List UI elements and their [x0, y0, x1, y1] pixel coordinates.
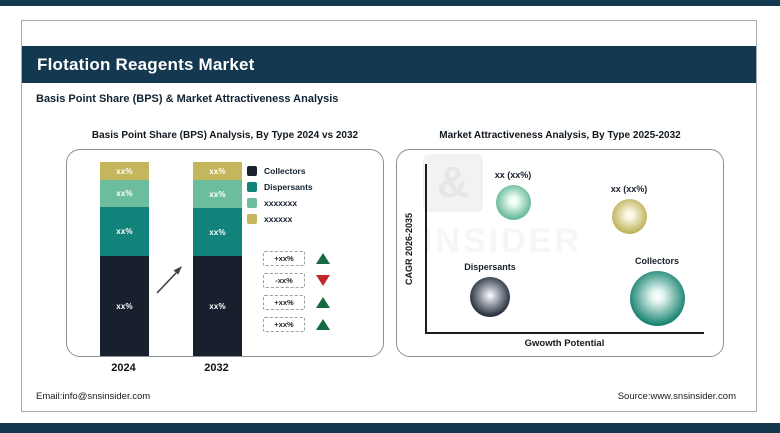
- bar-segment-value: xx%: [209, 227, 226, 237]
- top-accent-strip: [0, 0, 780, 6]
- bubble-collectors: [629, 270, 685, 326]
- triangle-up-icon: [316, 297, 330, 308]
- bar-segment-xxxxxx: xx%: [193, 162, 242, 180]
- bubble-xxxx: [611, 198, 647, 234]
- bar-segment-dispersants: xx%: [100, 207, 149, 256]
- bps-chart: Basis Point Share (BPS) Analysis, By Typ…: [66, 127, 384, 380]
- category-label-2032: 2032: [204, 362, 229, 374]
- bar-segment-collectors: xx%: [193, 256, 242, 356]
- bps-legend: Collectors Dispersants xxxxxxx xxxxxx: [247, 166, 313, 224]
- x-axis-label: Gwowth Potential: [524, 338, 605, 349]
- bps-panel: xx% xx% xx% xx% xx% xx% xx% xx% Collectors Dispe…: [66, 149, 384, 357]
- delta-value: +xx%: [263, 295, 305, 310]
- delta-value: +xx%: [263, 251, 305, 266]
- bar-segment-value: xx%: [209, 189, 226, 199]
- attractiveness-chart-title: Market Attractiveness Analysis, By Type …: [439, 130, 681, 141]
- y-axis-label: CAGR 2026-2035: [404, 212, 414, 286]
- bar-segment-value: xx%: [116, 227, 133, 236]
- plot-axes: [425, 164, 704, 334]
- legend-label: Collectors: [264, 166, 306, 176]
- page-title: Flotation Reagents Market: [37, 54, 255, 74]
- triangle-down-icon: [316, 275, 330, 286]
- bar-segment-value: xx%: [116, 301, 133, 311]
- legend-swatch-icon: [247, 166, 257, 176]
- legend-item-xxxxxx: xxxxxx: [247, 214, 313, 224]
- bps-delta-list: +xx% -xx% +xx% +xx%: [263, 251, 330, 332]
- bottom-accent-strip: [0, 423, 780, 433]
- triangle-up-icon: [316, 253, 330, 264]
- delta-row: +xx%: [263, 317, 330, 332]
- legend-item-xxxxxxx: xxxxxxx: [247, 198, 313, 208]
- footer-email: Email:info@snsinsider.com: [36, 391, 151, 402]
- trend-arrow-icon: [156, 266, 182, 294]
- bar-segment-value: xx%: [209, 166, 226, 176]
- bubble-xxxx: [495, 184, 531, 220]
- stacked-bar-2024: xx% xx% xx% xx%: [100, 162, 149, 356]
- bps-category-labels: 2024 2032: [66, 362, 384, 380]
- footer-source: Source:www.snsinsider.com: [617, 391, 736, 402]
- bar-segment-dispersants: xx%: [193, 208, 242, 256]
- bar-segment-value: xx%: [116, 189, 133, 198]
- report-card: Flotation Reagents Market Basis Point Sh…: [21, 20, 757, 412]
- bubble-label-collectors: Collectors: [634, 255, 679, 266]
- delta-row: -xx%: [263, 273, 330, 288]
- delta-value: -xx%: [263, 273, 305, 288]
- page-subtitle: Basis Point Share (BPS) & Market Attract…: [36, 93, 339, 105]
- attractiveness-panel: & INSIDER CAGR 2026-2035 Gwowth Potentia…: [396, 149, 724, 357]
- legend-label: xxxxxxx: [264, 198, 298, 208]
- stacked-bar-2032: xx% xx% xx% xx%: [193, 162, 242, 356]
- category-label-2024: 2024: [111, 362, 136, 374]
- bubble-dispersants: [470, 277, 510, 317]
- legend-swatch-icon: [247, 182, 257, 192]
- bps-chart-title: Basis Point Share (BPS) Analysis, By Typ…: [91, 130, 359, 141]
- legend-item-collectors: Collectors: [247, 166, 313, 176]
- bar-segment-xxxxxx: xx%: [100, 162, 149, 180]
- triangle-up-icon: [316, 319, 330, 330]
- legend-swatch-icon: [247, 214, 257, 224]
- legend-swatch-icon: [247, 198, 257, 208]
- bps-bars: xx% xx% xx% xx% xx% xx% xx% xx%: [67, 150, 383, 356]
- attractiveness-chart: Market Attractiveness Analysis, By Type …: [396, 127, 724, 357]
- delta-row: +xx%: [263, 295, 330, 310]
- bar-segment-value: xx%: [116, 166, 133, 176]
- delta-value: +xx%: [263, 317, 305, 332]
- legend-item-dispersants: Dispersants: [247, 182, 313, 192]
- bubble-label-dispersants: Dispersants: [464, 262, 516, 272]
- delta-row: +xx%: [263, 251, 330, 266]
- bar-segment-value: xx%: [209, 301, 226, 311]
- header-bar: Flotation Reagents Market: [22, 46, 756, 83]
- bubble-label-xxxx: xx (xx%): [494, 169, 532, 180]
- bar-segment-xxxxxxx: xx%: [100, 180, 149, 207]
- bar-segment-collectors: xx%: [100, 256, 149, 356]
- legend-label: Dispersants: [264, 182, 313, 192]
- bar-segment-xxxxxxx: xx%: [193, 180, 242, 208]
- legend-label: xxxxxx: [264, 214, 293, 224]
- footer: Email:info@snsinsider.com Source:www.sns…: [36, 391, 736, 402]
- bubble-label-xxxx: xx (xx%): [610, 183, 648, 194]
